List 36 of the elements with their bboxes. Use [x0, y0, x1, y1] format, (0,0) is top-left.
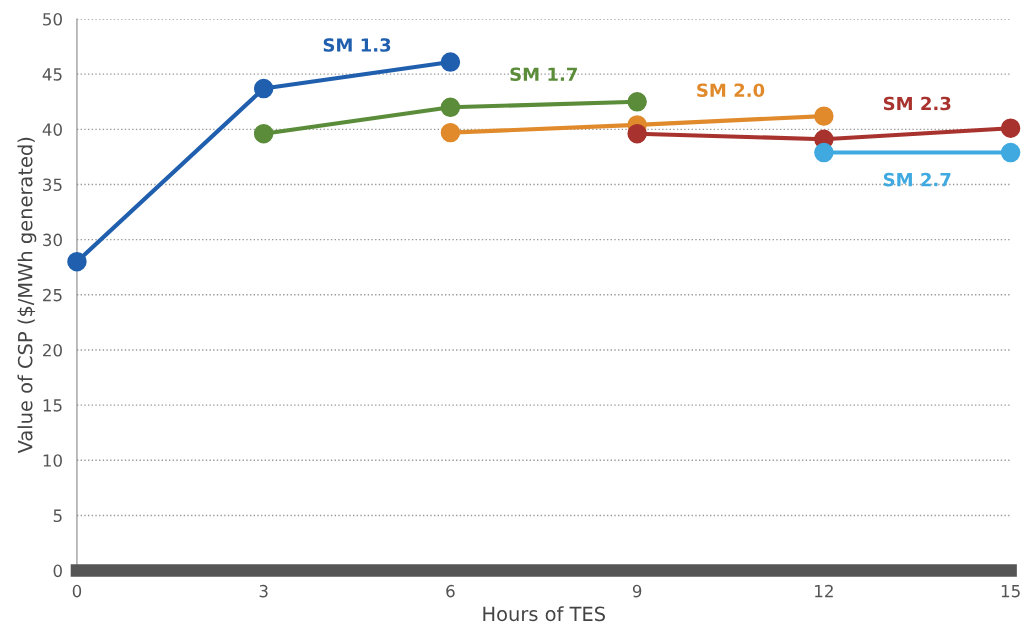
- y-tick-label: 0: [53, 564, 62, 578]
- y-tick-label: 50: [43, 12, 62, 26]
- y-tick-label: 20: [43, 343, 62, 357]
- x-axis-title: Hours of TES: [483, 606, 605, 622]
- y-tick-label: 40: [42, 123, 62, 136]
- series-label: SM 2.0: [697, 83, 765, 98]
- y-tick-label: 45: [42, 68, 62, 81]
- point: [627, 92, 647, 112]
- y-tick-label: 15: [43, 399, 62, 412]
- y-tick-label: 10: [43, 454, 62, 467]
- point: [440, 122, 461, 143]
- x-tick-label: 12: [815, 584, 833, 598]
- series-label: SM 1.7: [510, 67, 577, 82]
- x-tick-label: 15: [1001, 585, 1020, 598]
- point: [440, 52, 461, 72]
- point: [253, 78, 274, 99]
- y-tick-label: 30: [43, 233, 62, 247]
- point: [1000, 142, 1021, 163]
- point: [627, 124, 647, 144]
- y-tick-label: 5: [53, 509, 62, 523]
- series-label: SM 1.3: [323, 38, 391, 52]
- x-tick-label: 0: [72, 584, 82, 598]
- series-label: SM 2.3: [883, 96, 951, 111]
- point: [440, 97, 461, 117]
- point: [253, 124, 274, 144]
- point: [814, 142, 834, 163]
- x-tick-label: 3: [259, 584, 268, 598]
- y-tick-label: 35: [43, 178, 62, 192]
- point: [67, 251, 87, 272]
- series-label: SM 2.7: [883, 172, 951, 187]
- point: [1000, 118, 1021, 138]
- x-tick-label: 9: [632, 584, 642, 598]
- x-tick-label: 6: [446, 584, 455, 598]
- y-axis-title: Value of CSP ($/MWh generated): [17, 137, 37, 454]
- y-tick-label: 25: [43, 288, 62, 302]
- point: [814, 106, 834, 126]
